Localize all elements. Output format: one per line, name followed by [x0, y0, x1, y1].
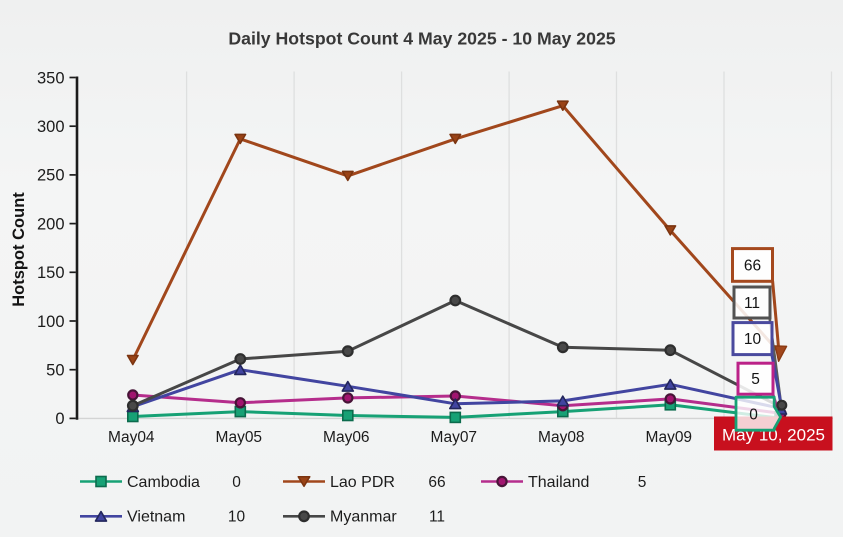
- svg-text:250: 250: [37, 167, 65, 185]
- svg-text:350: 350: [37, 69, 65, 87]
- svg-text:Vietnam: Vietnam: [127, 509, 185, 526]
- svg-text:May04: May04: [108, 429, 155, 446]
- svg-text:300: 300: [37, 118, 65, 136]
- svg-text:150: 150: [37, 264, 65, 282]
- svg-text:May05: May05: [216, 429, 263, 446]
- svg-text:5: 5: [751, 371, 760, 388]
- svg-text:0: 0: [749, 406, 758, 423]
- svg-text:66: 66: [428, 474, 445, 491]
- svg-text:100: 100: [37, 313, 65, 331]
- svg-text:Daily Hotspot Count 4 May 2025: Daily Hotspot Count 4 May 2025 - 10 May …: [228, 29, 615, 49]
- svg-text:0: 0: [232, 474, 241, 491]
- svg-text:11: 11: [744, 295, 760, 312]
- svg-text:10: 10: [744, 331, 762, 348]
- svg-text:200: 200: [37, 215, 65, 233]
- svg-text:Cambodia: Cambodia: [127, 474, 200, 491]
- svg-text:50: 50: [46, 362, 64, 380]
- svg-text:0: 0: [55, 410, 64, 428]
- svg-text:May08: May08: [538, 429, 585, 446]
- svg-text:10: 10: [228, 509, 246, 526]
- svg-text:11: 11: [429, 509, 445, 526]
- svg-text:Lao PDR: Lao PDR: [330, 474, 395, 491]
- svg-text:66: 66: [744, 257, 761, 274]
- svg-text:May06: May06: [323, 429, 370, 446]
- svg-text:May07: May07: [431, 429, 478, 446]
- svg-text:May09: May09: [646, 429, 693, 446]
- svg-text:5: 5: [638, 474, 647, 491]
- svg-text:Thailand: Thailand: [528, 474, 589, 491]
- svg-text:Hotspot Count: Hotspot Count: [10, 192, 28, 307]
- svg-text:Myanmar: Myanmar: [330, 509, 397, 526]
